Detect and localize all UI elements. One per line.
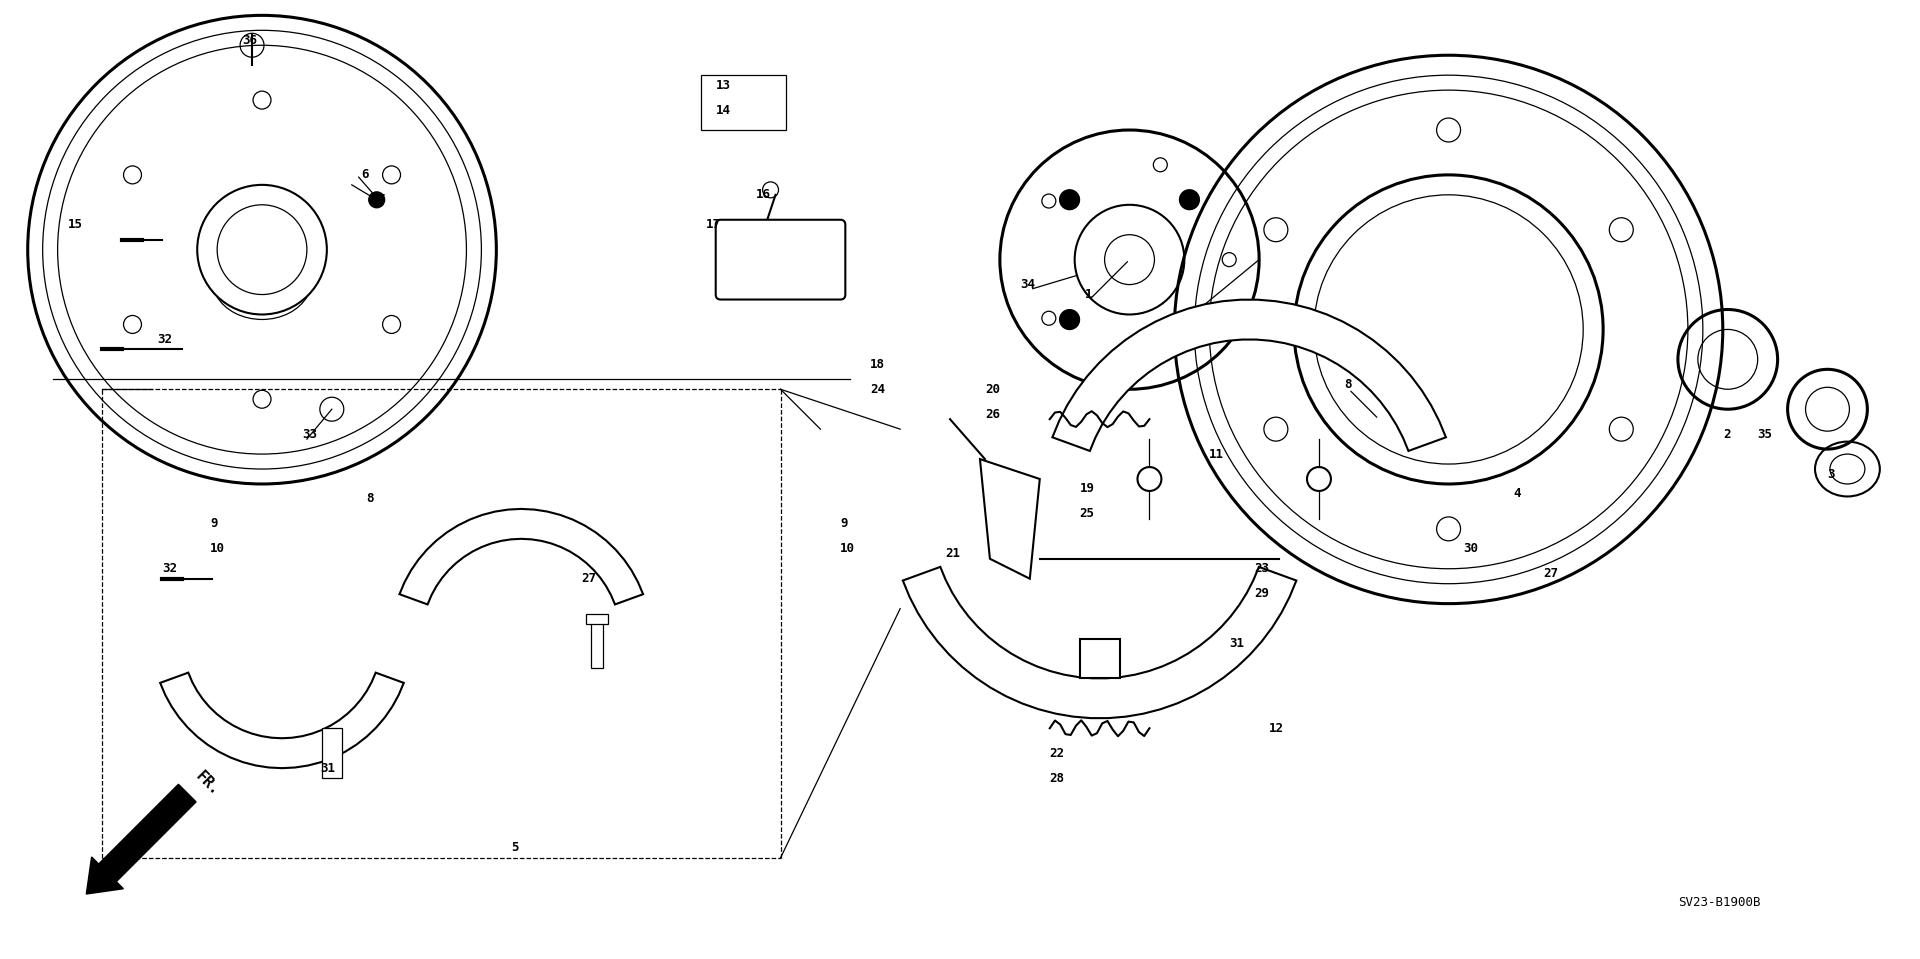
- Text: 2: 2: [1722, 428, 1730, 440]
- Text: 25: 25: [1079, 507, 1094, 521]
- Text: 23: 23: [1254, 562, 1269, 575]
- Text: 31: 31: [321, 761, 334, 775]
- Text: 28: 28: [1050, 772, 1066, 784]
- Text: 21: 21: [945, 548, 960, 560]
- Polygon shape: [1079, 639, 1119, 678]
- Polygon shape: [902, 567, 1296, 718]
- FancyBboxPatch shape: [716, 220, 845, 299]
- Text: FR.: FR.: [192, 768, 223, 798]
- Text: 20: 20: [985, 383, 1000, 396]
- Polygon shape: [159, 672, 403, 768]
- Text: 7: 7: [376, 194, 384, 206]
- Text: 36: 36: [242, 34, 257, 47]
- Text: 18: 18: [870, 358, 885, 371]
- Text: 13: 13: [716, 79, 732, 92]
- Text: 31: 31: [1229, 637, 1244, 650]
- Text: 32: 32: [157, 333, 173, 346]
- Text: 12: 12: [1269, 722, 1284, 735]
- Text: 30: 30: [1463, 542, 1478, 555]
- Circle shape: [1060, 310, 1079, 330]
- Bar: [591, 619, 603, 668]
- Text: 8: 8: [367, 492, 374, 505]
- Text: 17: 17: [707, 219, 720, 231]
- Text: 35: 35: [1757, 428, 1772, 440]
- Text: 9: 9: [841, 517, 849, 530]
- Text: 34: 34: [1020, 278, 1035, 292]
- Text: 26: 26: [985, 408, 1000, 421]
- Text: 27: 27: [582, 573, 595, 585]
- Circle shape: [1060, 190, 1079, 210]
- Text: SV23-B1900B: SV23-B1900B: [1678, 897, 1761, 909]
- Text: 4: 4: [1513, 487, 1521, 501]
- Text: 33: 33: [301, 428, 317, 440]
- Text: 11: 11: [1210, 448, 1225, 460]
- Text: 24: 24: [870, 383, 885, 396]
- Text: 32: 32: [163, 562, 177, 575]
- Polygon shape: [1052, 300, 1446, 451]
- Text: 6: 6: [361, 169, 369, 181]
- Text: 14: 14: [716, 104, 732, 117]
- Text: 15: 15: [67, 219, 83, 231]
- Text: 27: 27: [1544, 567, 1559, 580]
- Text: 5: 5: [511, 841, 518, 854]
- Text: 29: 29: [1254, 587, 1269, 600]
- Circle shape: [1179, 190, 1200, 210]
- Text: 19: 19: [1079, 482, 1094, 496]
- FancyArrow shape: [86, 784, 196, 894]
- Text: 22: 22: [1050, 747, 1066, 760]
- Bar: [323, 728, 342, 778]
- Bar: [701, 75, 785, 130]
- Text: 1: 1: [1085, 288, 1092, 301]
- Text: 3: 3: [1828, 468, 1836, 480]
- Text: 8: 8: [1344, 378, 1352, 390]
- Text: 9: 9: [209, 517, 217, 530]
- Polygon shape: [979, 459, 1041, 578]
- Bar: [586, 614, 609, 623]
- Text: 10: 10: [209, 542, 225, 555]
- Circle shape: [369, 192, 384, 208]
- Text: 16: 16: [756, 188, 770, 201]
- Circle shape: [1179, 310, 1200, 330]
- Text: 10: 10: [841, 542, 854, 555]
- Polygon shape: [399, 509, 643, 604]
